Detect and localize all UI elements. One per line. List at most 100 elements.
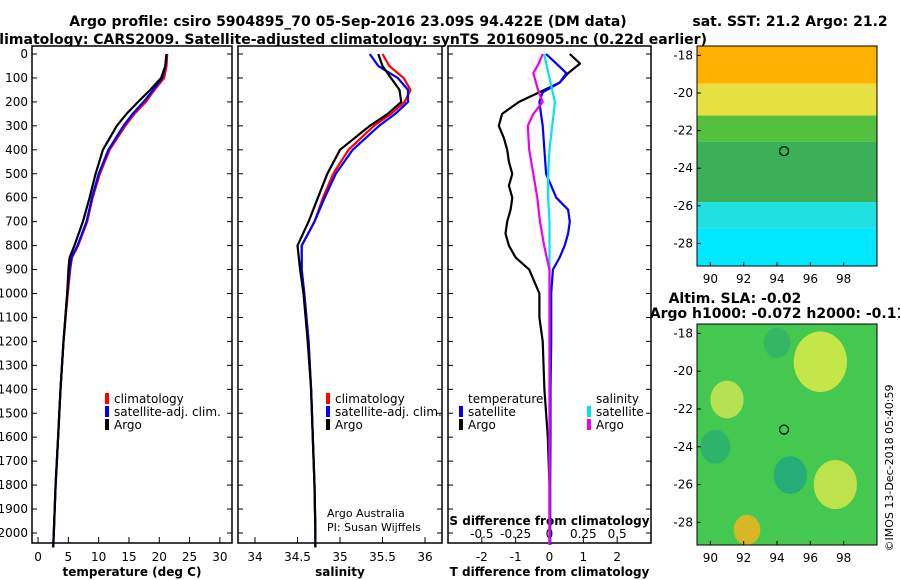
x-tick-label: 34 — [247, 550, 262, 564]
sla-anomaly-blob — [773, 456, 807, 494]
lon-tick-label: 92 — [736, 551, 751, 565]
depth-tick-label: 800 — [5, 239, 28, 253]
legend-label-satellite-adj: satellite-adj. clim. — [335, 405, 442, 419]
depth-tick-label: 1100 — [0, 310, 28, 324]
legend-swatch-s-satellite — [587, 406, 591, 417]
x-tick-label: 35 — [332, 550, 347, 564]
x-tick-label: 5 — [65, 550, 73, 564]
legend-header-temperature: temperature — [468, 392, 543, 406]
x-tick-label: 1 — [580, 550, 588, 564]
legend-label-climatology: climatology — [114, 392, 184, 406]
title-line-1: Argo profile: csiro 5904895_70 05-Sep-20… — [69, 14, 626, 30]
sst-band — [697, 141, 877, 203]
lat-tick-label: -24 — [673, 161, 693, 175]
depth-tick-label: 1800 — [0, 478, 28, 492]
sst-band — [697, 202, 877, 229]
lat-tick-label: -26 — [673, 199, 693, 213]
lon-tick-label: 98 — [836, 272, 851, 286]
lat-tick-label: -18 — [673, 326, 693, 340]
legend-label-t-satellite: satellite — [468, 405, 516, 419]
temperature-legend: climatology satellite-adj. clim. Argo — [105, 392, 221, 432]
x-tick-label: 35.5 — [369, 550, 396, 564]
depth-tick-label: 2000 — [0, 526, 28, 540]
sla-anomaly-blob — [733, 514, 761, 546]
lat-tick-label: -24 — [673, 440, 693, 454]
lon-tick-label: 94 — [769, 272, 784, 286]
x-tick-label: 25 — [182, 550, 197, 564]
x-tick-label: 0 — [34, 550, 42, 564]
x-tick-label: 30 — [212, 550, 227, 564]
lon-tick-label: 96 — [803, 551, 818, 565]
salinity-panel: 34 34.5 35 35.5 36 salinity climatology satel… — [237, 45, 443, 579]
sst-band — [697, 115, 877, 142]
float-position-marker — [778, 146, 790, 157]
depth-tick-label: 1600 — [0, 430, 28, 444]
depth-tick-label: 100 — [5, 71, 28, 85]
x-axis-label: temperature (deg C) — [63, 565, 202, 579]
top-tick-label: 0.5 — [608, 527, 627, 541]
lon-tick-label: 90 — [703, 551, 718, 565]
lat-tick-label: -22 — [673, 402, 693, 416]
x-axis-label: salinity — [315, 565, 365, 579]
depth-tick-label: 600 — [5, 191, 28, 205]
difference-axis: -2 -1 0 1 2T difference from climatology -0.5… — [448, 53, 651, 579]
sla-map-panel: -18 -20 -22 -24 -26 -28 90 92 94 96 98 — [673, 323, 878, 565]
sla-map-subtitle: Argo h1000: -0.072 h2000: -0.11 — [650, 306, 900, 322]
depth-tick-label: 1300 — [0, 358, 28, 372]
lat-tick-label: -28 — [673, 236, 693, 250]
legend-swatch-argo — [326, 419, 330, 430]
sst-band — [697, 46, 877, 84]
legend-swatch-t-argo — [459, 419, 463, 430]
depth-tick-label: 1400 — [0, 382, 28, 396]
depth-tick-label: 1900 — [0, 502, 28, 516]
legend-swatch-climatology — [105, 393, 109, 404]
depth-tick-label: 700 — [5, 215, 28, 229]
top-tick-label: -0.25 — [500, 527, 531, 541]
sla-anomaly-blob — [763, 327, 791, 358]
legend-header-salinity: salinity — [596, 392, 639, 406]
legend-label-s-satellite: satellite — [596, 405, 644, 419]
sst-map-title: sat. SST: 21.2 Argo: 21.2 — [692, 14, 887, 30]
x-tick-label: -2 — [476, 550, 488, 564]
salinity-legend: climatology satellite-adj. clim. Argo — [326, 392, 442, 432]
sst-map-panel: -18 -20 -22 -24 -26 -28 90 92 94 96 98 — [673, 45, 878, 286]
legend-label-satellite-adj: satellite-adj. clim. — [114, 405, 221, 419]
salinity-axis: 34 34.5 35 35.5 36 salinity — [238, 53, 442, 579]
lat-tick-label: -26 — [673, 478, 693, 492]
temperature-frame — [31, 45, 233, 544]
legend-swatch-t-satellite — [459, 406, 463, 417]
sla-map-title: Altim. SLA: -0.02 — [669, 291, 802, 307]
credit-line-2: PI: Susan Wijffels — [327, 521, 421, 534]
salinity-series — [296, 53, 412, 548]
depth-tick-label: 300 — [5, 119, 28, 133]
sst-map-frame — [696, 45, 878, 267]
depth-tick-labels: 0 100 200 300 400 500 600 700 800 900 1000 1100 1200… — [0, 47, 28, 540]
depth-tick-label: 500 — [5, 167, 28, 181]
legend-label-climatology: climatology — [335, 392, 405, 406]
legend-label-t-argo: Argo — [468, 418, 496, 432]
x-tick-label: 20 — [152, 550, 167, 564]
depth-tick-label: 900 — [5, 263, 28, 277]
sst-band — [697, 83, 877, 116]
sla-anomaly-blob — [813, 460, 857, 510]
imos-stamp: ©IMOS 13-Dec-2018 05:40:59 — [883, 385, 896, 552]
series-line-salinity-argo — [526, 53, 551, 545]
sla-anomaly-blob — [710, 380, 744, 419]
depth-tick-label: 0 — [20, 47, 28, 61]
x-tick-label: 2 — [613, 550, 621, 564]
legend-label-argo: Argo — [114, 418, 142, 432]
legend-swatch-satellite-adj — [105, 406, 109, 417]
difference-series — [497, 53, 582, 545]
legend-label-s-argo: Argo — [596, 418, 624, 432]
sla-anomaly-blob — [700, 429, 731, 464]
difference-panel: -2 -1 0 1 2T difference from climatology -0.5… — [447, 45, 652, 579]
x-tick-label: 36 — [417, 550, 432, 564]
title-line-2: Climatology: CARS2009. Satellite-adjuste… — [0, 32, 707, 48]
sla-map: -18 -20 -22 -24 -26 -28 90 92 94 96 98 — [673, 324, 877, 565]
sst-map: -18 -20 -22 -24 -26 -28 90 92 94 96 98 — [673, 46, 877, 286]
x-tick-label: 34.5 — [284, 550, 311, 564]
lon-tick-label: 98 — [836, 551, 851, 565]
credit-line-1: Argo Australia — [327, 507, 405, 520]
legend-swatch-s-argo — [587, 419, 591, 430]
